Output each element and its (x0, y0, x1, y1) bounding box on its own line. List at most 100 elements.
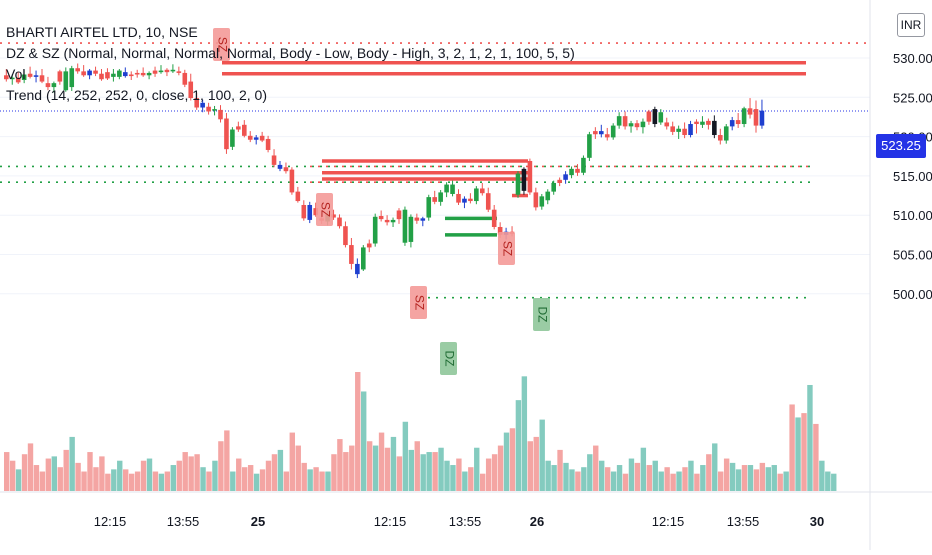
candle-body (236, 126, 241, 130)
volume-bar (45, 458, 52, 491)
volume-bar (33, 465, 40, 491)
volume-bar (402, 421, 409, 491)
time-tick-label: 25 (251, 514, 265, 529)
candle-body (402, 209, 408, 243)
zone-label-box (498, 232, 515, 265)
candle-body (533, 192, 539, 208)
volume-bar (771, 465, 777, 491)
volume-bar (646, 465, 652, 491)
candle-body (111, 73, 116, 77)
volume-bar (807, 384, 813, 491)
candle-body (378, 215, 384, 220)
candle-body (581, 157, 586, 173)
candle-body (313, 208, 318, 216)
volume-bar (87, 452, 93, 491)
volume-bar (712, 443, 718, 491)
volume-bar (509, 428, 516, 491)
volume-bar (4, 452, 10, 491)
candle-body (676, 128, 681, 132)
volume-bar (39, 471, 46, 491)
volume-bar (307, 469, 313, 491)
volume-bar (128, 473, 135, 491)
candle-body (301, 204, 307, 219)
volume-bar (123, 469, 129, 491)
time-tick-label: 13:55 (167, 514, 200, 529)
candle-body (265, 138, 271, 150)
volume-bar (801, 413, 807, 491)
candle-body (289, 169, 295, 193)
candle-body (140, 72, 146, 76)
volume-bar (527, 441, 533, 491)
candle-body (462, 198, 467, 203)
volume-bar (176, 460, 182, 491)
volume-bar (485, 458, 492, 491)
zone-labels: SZ SZ SZ SZ DZ DZ (213, 28, 550, 375)
candle-body (759, 110, 765, 126)
candle-body (569, 168, 574, 176)
candle-body (242, 124, 247, 136)
last-price-tag: 523.25 (876, 134, 926, 158)
volume-bar (426, 452, 432, 491)
candle-body (747, 108, 753, 115)
candle-body (63, 71, 69, 91)
volume-bar (593, 445, 599, 491)
volume-bar (658, 471, 664, 491)
candle-body (134, 72, 140, 75)
volume-bar (723, 458, 730, 491)
grid (0, 57, 870, 295)
candle-body (628, 123, 634, 127)
candle-body (444, 184, 449, 193)
currency-button[interactable]: INR (897, 13, 925, 37)
candle-body (105, 72, 110, 79)
candle-body (729, 120, 735, 127)
zone-label-box (533, 298, 550, 331)
candle-body (218, 109, 223, 120)
volume-bar (111, 469, 117, 491)
volume-bar (468, 467, 474, 491)
candle-body (21, 74, 27, 81)
candle-body (438, 192, 443, 202)
candle-body (51, 83, 57, 88)
candle-body (545, 191, 551, 201)
candle-body (700, 121, 705, 125)
candle-body (337, 217, 342, 227)
candle-body (741, 108, 747, 125)
candle-body (45, 83, 51, 88)
volume-bar (610, 471, 617, 491)
price-tick-label: 505.00 (893, 248, 932, 263)
candle-body (485, 193, 491, 210)
volume-bar (777, 473, 783, 491)
time-axis[interactable]: 12:15 13:55 25 12:15 13:55 26 12:15 13:55 30 (94, 514, 825, 529)
volume-bar (491, 454, 498, 491)
zone-label-box (213, 28, 230, 61)
price-tick-label: 510.00 (893, 208, 932, 223)
time-tick-label: 12:15 (374, 514, 407, 529)
candle-body (15, 77, 21, 83)
volume-bar (224, 430, 230, 491)
volume-bar (337, 439, 343, 491)
volume-bar (158, 473, 165, 491)
volume-bar (551, 465, 557, 491)
candle-body (712, 120, 717, 136)
volume-bar (599, 460, 605, 491)
candle-body (253, 137, 259, 140)
candle-body (706, 120, 711, 125)
volume-bar (99, 456, 105, 491)
time-tick-label: 13:55 (449, 514, 482, 529)
volume-bar (634, 462, 641, 491)
candle-body (188, 81, 194, 99)
candle-body (474, 188, 479, 202)
volume-bar (456, 458, 462, 491)
volume-bar (575, 471, 581, 491)
price-tick-label: 515.00 (893, 169, 932, 184)
candle-body (420, 218, 426, 221)
volume-bar (57, 467, 63, 491)
candle-body (456, 193, 461, 203)
candle-body (616, 116, 622, 126)
volume-bar (378, 432, 385, 491)
candle-body (658, 112, 664, 123)
candle-body (384, 219, 390, 223)
